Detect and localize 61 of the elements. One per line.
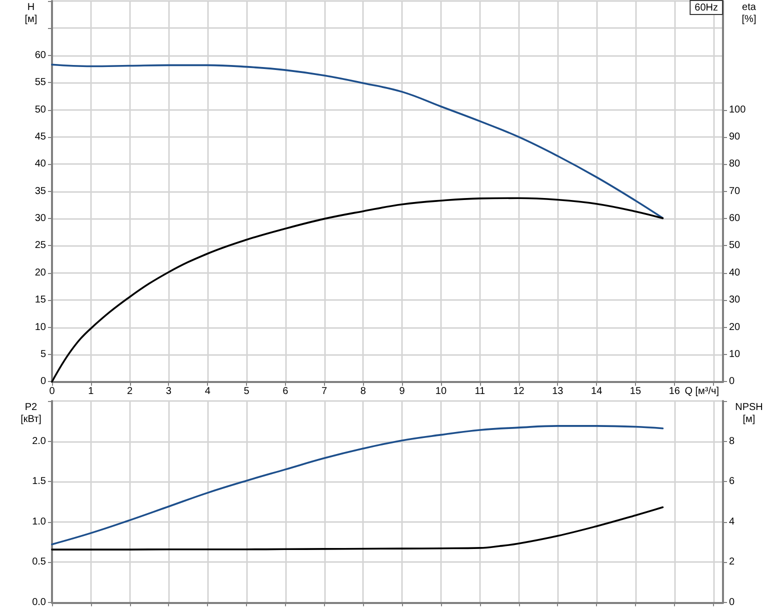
y-tick-label: 30 (34, 213, 46, 224)
x-tick-label: 15 (630, 386, 642, 398)
y-tick-label: 35 (34, 186, 46, 197)
y2-tick-label: 30 (729, 294, 741, 306)
y2-tick-label: 0 (729, 596, 735, 608)
y2-tick-label: 20 (729, 322, 741, 333)
y-tick-label: 20 (34, 267, 46, 278)
x-tick-label: 4 (204, 386, 211, 398)
x-tick-label: 16 (668, 386, 680, 398)
y-axis-title: P2 [кВт] (20, 402, 42, 426)
y-tick-label: 40 (34, 158, 46, 170)
line-series (51, 506, 664, 550)
y-axis-title: H [м] (24, 2, 38, 26)
x-axis-title: Q [м³/ч] (684, 386, 720, 398)
x-tick-label: 1 (88, 386, 94, 398)
x-tick-label: 10 (435, 386, 447, 398)
y2-tick-label: 50 (729, 240, 741, 252)
x-tick-label: 3 (166, 386, 172, 398)
y-tick-label: 55 (34, 77, 46, 88)
y2-tick-label: 90 (729, 131, 741, 142)
x-tick-label: 2 (127, 386, 134, 398)
y-tick-label: 2.0 (32, 436, 46, 447)
x-tick-label: 9 (399, 386, 406, 398)
line-series (51, 64, 664, 219)
y-tick-label: 45 (34, 131, 46, 142)
y2-tick-label: 70 (729, 186, 741, 197)
x-tick-label: 14 (591, 386, 603, 398)
annotation: 60Hz (694, 2, 718, 14)
y-tick-label: 0.0 (32, 596, 46, 608)
y-tick-label: 0 (40, 376, 46, 388)
y2-tick-label: 8 (729, 436, 735, 447)
x-tick-label: 13 (552, 386, 564, 398)
y-tick-label: 10 (34, 322, 46, 333)
x-tick-label: 0 (49, 386, 56, 398)
y-tick-label: 5 (40, 349, 46, 360)
y2-tick-label: 100 (729, 104, 746, 116)
y-tick-label: 15 (34, 294, 46, 306)
y-tick-label: 0.5 (32, 556, 46, 568)
x-tick-label: 6 (282, 386, 289, 398)
line-series (51, 425, 664, 546)
y-tick-label: 1.5 (32, 476, 46, 488)
x-tick-label: 7 (322, 386, 328, 398)
y2-tick-label: 4 (729, 516, 735, 528)
y2-axis-title: eta [%] (742, 2, 756, 26)
line-series (51, 197, 664, 383)
y-tick-label: 60 (34, 50, 46, 61)
y-tick-label: 25 (34, 240, 46, 252)
y2-tick-label: 60 (729, 213, 741, 224)
y2-tick-label: 6 (729, 476, 735, 488)
y2-tick-label: 2 (729, 556, 735, 568)
y-tick-label: 50 (34, 104, 46, 116)
x-tick-label: 11 (474, 386, 486, 398)
y2-axis-title: NPSH [м] (735, 402, 763, 426)
y2-tick-label: 0 (729, 376, 735, 388)
y-tick-label: 1.0 (32, 516, 46, 528)
y2-tick-label: 10 (729, 349, 741, 360)
y2-tick-label: 80 (729, 158, 741, 170)
y2-tick-label: 40 (729, 267, 741, 278)
x-tick-label: 5 (244, 386, 250, 398)
x-tick-label: 8 (360, 386, 366, 398)
x-tick-label: 12 (513, 386, 525, 398)
